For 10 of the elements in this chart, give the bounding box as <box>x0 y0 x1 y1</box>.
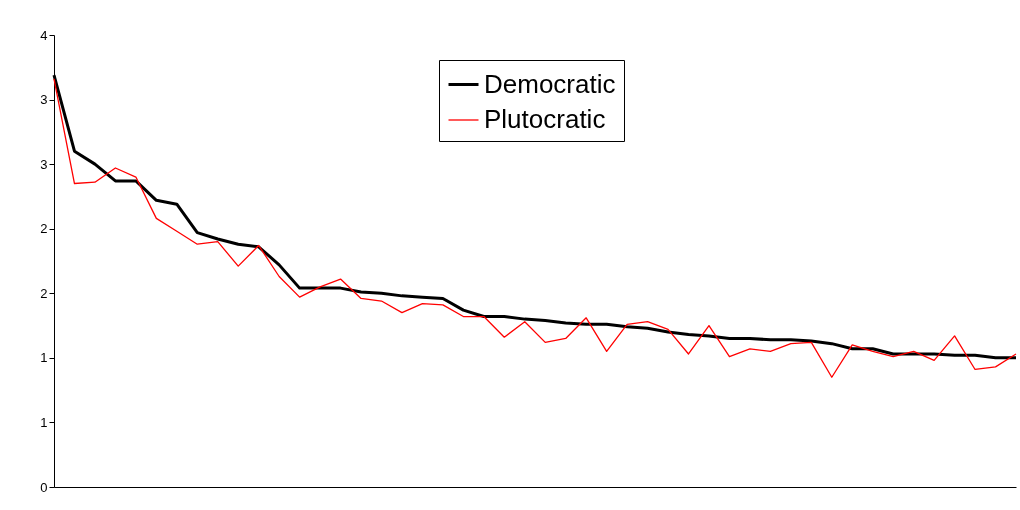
y-tick-label: 3 <box>40 156 48 172</box>
y-tick-label: 2 <box>40 221 48 237</box>
y-tick-label: 4 <box>40 27 48 43</box>
y-tick-label: 1 <box>40 414 48 430</box>
y-tick-label: 2 <box>40 285 48 301</box>
y-tick-label: 3 <box>40 92 48 108</box>
legend-label: Democratic <box>484 68 616 99</box>
y-tick-label: 0 <box>40 479 48 495</box>
y-tick-label: 1 <box>40 350 48 366</box>
legend-label: Plutocratic <box>484 104 606 134</box>
